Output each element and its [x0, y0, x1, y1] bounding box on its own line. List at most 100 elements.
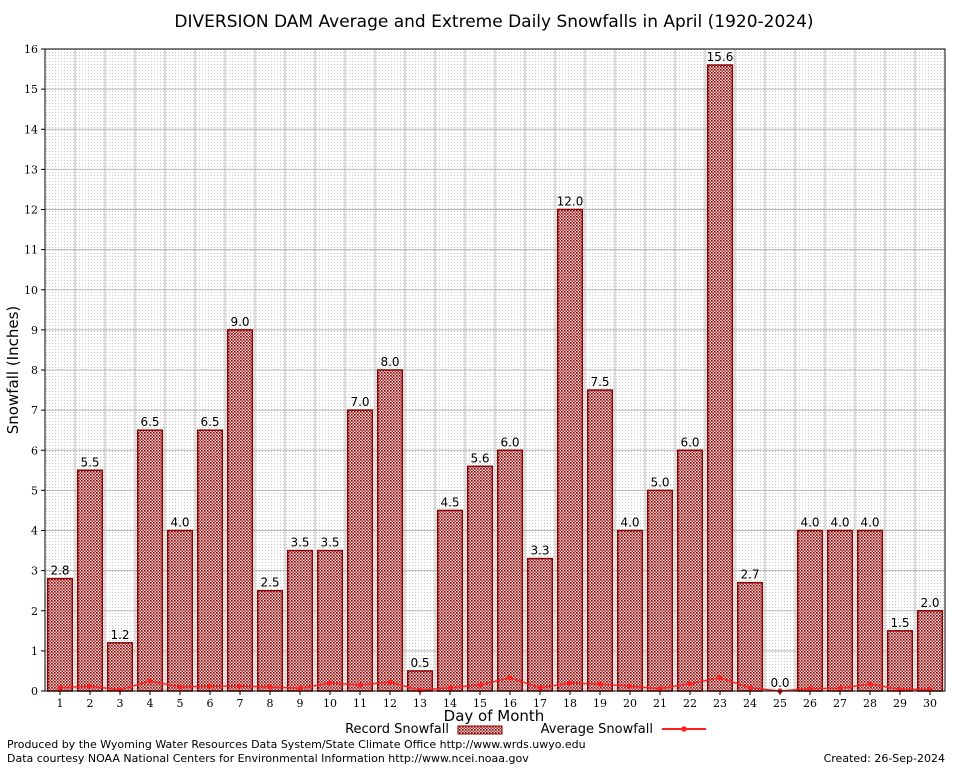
x-tick-label-13: 13	[413, 697, 427, 710]
x-tick-label-11: 11	[353, 697, 367, 710]
bar-label-day-11: 7.0	[350, 395, 369, 409]
average-point-day-24	[747, 685, 753, 691]
x-tick-label-20: 20	[623, 697, 637, 710]
x-tick-label-19: 19	[593, 697, 607, 710]
average-point-day-9	[297, 685, 303, 691]
average-point-day-7	[237, 683, 243, 689]
average-point-day-23	[717, 675, 723, 681]
average-point-day-4	[147, 678, 153, 684]
bar-day-16	[496, 449, 524, 692]
average-point-day-21	[657, 685, 663, 692]
bar-day-12	[376, 369, 404, 692]
y-tick-label-5: 5	[31, 484, 38, 497]
x-tick-label-24: 24	[743, 697, 757, 710]
bar-label-day-24: 2.7	[740, 568, 759, 582]
x-tick-label-9: 9	[297, 697, 304, 710]
bar-label-day-30: 2.0	[920, 596, 939, 610]
y-tick-label-11: 11	[24, 244, 38, 257]
bar-label-day-6: 6.5	[200, 415, 219, 429]
bar-label-day-25: 0.0	[770, 676, 789, 690]
average-point-day-1	[57, 685, 63, 691]
average-point-day-20	[627, 683, 633, 689]
bar-label-day-26: 4.0	[800, 516, 819, 530]
bar-labels: 2.8 5.5 1.2 6.5 4.0 6.5 9.0 2.5 3.5 3.5 7.0 8.0 0.5 4…	[50, 50, 939, 690]
y-tick-label-1: 1	[31, 645, 38, 658]
x-tick-label-12: 12	[383, 697, 397, 710]
average-point-day-5	[177, 684, 183, 690]
credit-line-2: Data courtesy NOAA National Centers for …	[7, 752, 529, 765]
bar-day-5	[166, 529, 194, 692]
x-axis-ticks: 1 2 3 4 5 6 7 8 9 10 11 12 13 14 15 16 17 18 19 20 21 22 23 24 2…	[57, 691, 937, 710]
legend-label-record: Record Snowfall	[345, 722, 449, 737]
bar-label-day-14: 4.5	[440, 495, 459, 509]
legend-label-average: Average Snowfall	[541, 722, 653, 737]
y-tick-label-4: 4	[31, 525, 38, 538]
y-tick-label-15: 15	[24, 83, 38, 96]
y-tick-label-13: 13	[24, 163, 38, 176]
x-tick-label-4: 4	[147, 697, 154, 710]
average-point-day-12	[387, 679, 393, 685]
bar-day-24	[736, 581, 764, 692]
average-point-day-22	[687, 681, 693, 687]
x-tick-label-18: 18	[563, 697, 577, 710]
average-point-day-18	[567, 680, 573, 686]
bar-label-day-17: 3.3	[530, 544, 549, 558]
x-tick-label-1: 1	[57, 697, 64, 710]
gridlines	[44, 48, 946, 692]
bar-day-10	[316, 549, 344, 692]
y-tick-label-7: 7	[31, 404, 38, 417]
bar-label-day-15: 5.6	[470, 451, 489, 465]
bar-label-day-4: 6.5	[140, 415, 159, 429]
x-tick-label-17: 17	[533, 697, 547, 710]
bar-day-6	[196, 429, 224, 692]
bar-label-day-29: 1.5	[890, 616, 909, 630]
bar-label-day-1: 2.8	[50, 564, 69, 578]
bar-day-1	[46, 577, 74, 692]
legend-swatch-average-marker	[681, 726, 687, 732]
bar-day-29	[886, 630, 914, 692]
y-tick-label-8: 8	[31, 364, 38, 377]
x-tick-label-5: 5	[177, 697, 184, 710]
credit-line-1: Produced by the Wyoming Water Resources …	[7, 738, 586, 751]
bar-label-day-21: 5.0	[650, 475, 669, 489]
chart-title: DIVERSION DAM Average and Extreme Daily …	[174, 12, 813, 32]
bar-day-28	[856, 529, 884, 692]
x-tick-label-28: 28	[863, 697, 877, 710]
bar-label-day-9: 3.5	[290, 536, 309, 550]
bar-day-11	[346, 409, 374, 692]
bar-day-19	[586, 389, 614, 692]
y-tick-label-0: 0	[31, 685, 38, 698]
bar-day-21	[646, 489, 674, 692]
y-tick-label-2: 2	[31, 605, 38, 618]
average-point-day-8	[267, 684, 273, 690]
x-tick-label-3: 3	[117, 697, 124, 710]
average-point-day-14	[447, 685, 453, 691]
y-tick-label-3: 3	[31, 565, 38, 578]
y-tick-label-6: 6	[31, 444, 38, 457]
bar-day-26	[796, 529, 824, 692]
y-axis-label: Snowfall (Inches)	[4, 306, 22, 434]
x-tick-label-25: 25	[773, 697, 787, 710]
bar-day-20	[616, 529, 644, 692]
x-tick-label-16: 16	[503, 697, 517, 710]
bar-label-day-22: 6.0	[680, 435, 699, 449]
bar-day-3	[106, 642, 134, 692]
average-point-day-19	[597, 681, 603, 687]
x-tick-label-30: 30	[923, 697, 937, 710]
bar-label-day-13: 0.5	[410, 656, 429, 670]
average-point-day-11	[357, 682, 363, 688]
bar-label-day-20: 4.0	[620, 516, 639, 530]
average-point-day-28	[867, 681, 873, 687]
bar-day-2	[76, 469, 104, 692]
bar-label-day-28: 4.0	[860, 516, 879, 530]
x-tick-label-6: 6	[207, 697, 214, 710]
average-point-day-26	[807, 685, 813, 692]
bar-label-day-18: 12.0	[557, 195, 584, 209]
bar-label-day-10: 3.5	[320, 536, 339, 550]
x-tick-label-15: 15	[473, 697, 487, 710]
bar-label-day-8: 2.5	[260, 576, 279, 590]
bar-day-14	[436, 509, 464, 692]
bar-day-7	[226, 329, 254, 692]
bar-day-27	[826, 529, 854, 692]
